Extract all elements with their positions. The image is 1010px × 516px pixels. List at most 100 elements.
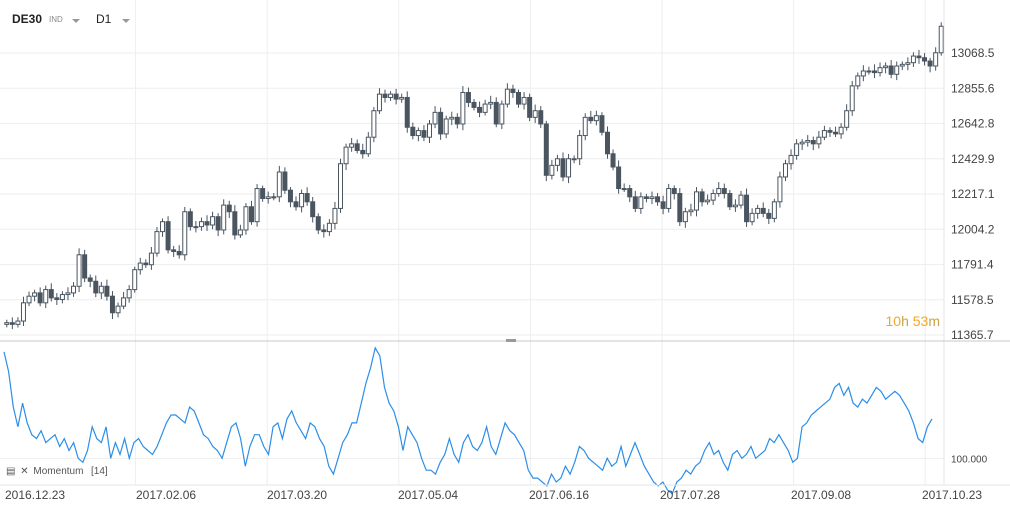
candle-body-bearish (744, 194, 750, 223)
candle-body-bearish (810, 140, 816, 145)
candle-body-bullish (243, 206, 249, 231)
candle-body-bullish (193, 226, 199, 229)
candle-body-bearish (393, 93, 399, 100)
candle-body-bullish (427, 123, 433, 138)
candle-body-bullish (682, 211, 688, 223)
candle-body-bullish (237, 229, 243, 236)
indicator-settings-icon[interactable]: ▤ (6, 466, 16, 477)
candle-body-bullish (621, 188, 627, 191)
candle-body-bullish (276, 171, 282, 198)
candle-body-bullish (566, 158, 572, 178)
candle-body-bearish (187, 211, 193, 228)
candle-body-bearish (176, 250, 182, 256)
candle-body-bearish (643, 196, 649, 199)
candle-body-bearish (287, 189, 293, 203)
candle-body-bearish (527, 96, 533, 118)
symbol-dropdown-icon[interactable] (72, 19, 80, 23)
candle-body-bullish (732, 204, 738, 208)
candle-countdown-timer: 10h 53m (885, 313, 940, 329)
candle-body-bullish (749, 212, 755, 223)
candle-body-bullish (332, 207, 338, 224)
candle-body-bearish (610, 153, 616, 168)
time-axis-tick-label: 2017.02.06 (136, 488, 196, 502)
candle-body-bullish (582, 116, 588, 137)
candle-body-bearish (927, 60, 933, 67)
candle-body-bullish (788, 154, 794, 165)
candle-body-bullish (910, 55, 916, 64)
candle-body-bullish (549, 164, 555, 176)
candle-body-bullish (198, 221, 204, 228)
timer-hours: 10 (885, 313, 902, 329)
candle-body-bullish (160, 221, 166, 233)
candle-body-bearish (760, 207, 766, 214)
candle-body-bearish (354, 143, 360, 151)
candle-body-bearish (727, 193, 733, 208)
price-axis-tick-label: 12429.9 (951, 152, 995, 166)
price-axis-tick-label: 11791.4 (951, 258, 994, 272)
candle-body-bullish (343, 146, 349, 165)
pane-resize-handle (506, 339, 516, 342)
candle-body-bullish (32, 292, 38, 297)
candle-body-bearish (627, 188, 633, 198)
timeframe-label[interactable]: D1 (96, 12, 112, 26)
candle-body-bullish (844, 110, 850, 128)
candle-body-bearish (588, 116, 594, 122)
instrument-type-badge: IND (49, 15, 63, 24)
momentum-series-line (3, 346, 933, 495)
candle-body-bullish (26, 295, 32, 304)
candle-body-bearish (766, 212, 772, 219)
candle-body-bullish (933, 52, 939, 67)
candle-body-bearish (454, 116, 460, 125)
price-axis-tick-label: 12855.6 (951, 81, 995, 95)
candle-body-bullish (816, 136, 822, 145)
candle-body-bearish (616, 166, 622, 190)
candle-body-bullish (855, 75, 861, 87)
candle-body-bearish (655, 196, 661, 203)
indicator-close-icon[interactable]: ✕ (20, 466, 29, 477)
candle-body-bearish (421, 130, 427, 138)
candle-body-bearish (871, 70, 877, 74)
candle-body-bearish (560, 158, 566, 178)
candle-body-bearish (382, 93, 388, 98)
candle-body-bearish (260, 188, 266, 199)
candle-body-bearish (321, 229, 327, 233)
candle-body-bullish (20, 302, 26, 322)
candle-body-bullish (4, 322, 10, 325)
candle-body-bearish (515, 91, 521, 105)
candle-body-bearish (87, 277, 93, 282)
timeframe-dropdown-icon[interactable] (122, 19, 130, 23)
candle-body-bearish (833, 131, 839, 135)
candle-body-bullish (299, 193, 305, 208)
candle-body-bearish (471, 101, 477, 108)
candle-body-bullish (388, 93, 394, 98)
symbol-label[interactable]: DE30 (12, 12, 43, 26)
candle-body-bullish (894, 65, 900, 75)
time-axis-tick-label: 2017.07.28 (660, 488, 720, 502)
candle-body-bullish (443, 118, 449, 135)
candle-body-bullish (488, 101, 494, 105)
candle-body-bearish (171, 249, 177, 252)
candle-body-bullish (98, 285, 104, 294)
price-axis-tick-label: 11578.5 (951, 293, 994, 307)
candle-body-bullish (15, 320, 21, 325)
candle-body-bullish (126, 289, 132, 299)
candle-body-bearish (232, 211, 238, 236)
candle-body-bearish (699, 191, 705, 203)
candle-body-bullish (338, 163, 344, 209)
candle-body-bullish (326, 222, 332, 233)
candle-body-bearish (93, 280, 99, 294)
price-axis-tick-label: 13068.5 (951, 46, 995, 60)
candle-body-bullish (504, 88, 510, 105)
candle-body-bullish (593, 115, 599, 122)
candle-body-bearish (721, 188, 727, 195)
time-axis-tick-label: 2017.06.16 (529, 488, 589, 502)
candle-body-bullish (877, 67, 883, 74)
candle-body-bullish (794, 143, 800, 156)
time-axis-tick-label: 2017.05.04 (398, 488, 458, 502)
candle-body-bullish (693, 191, 699, 211)
candle-body-bullish (376, 93, 382, 112)
candle-body-bullish (43, 289, 49, 304)
candle-body-bullish (210, 216, 216, 226)
candle-body-bearish (249, 206, 255, 223)
